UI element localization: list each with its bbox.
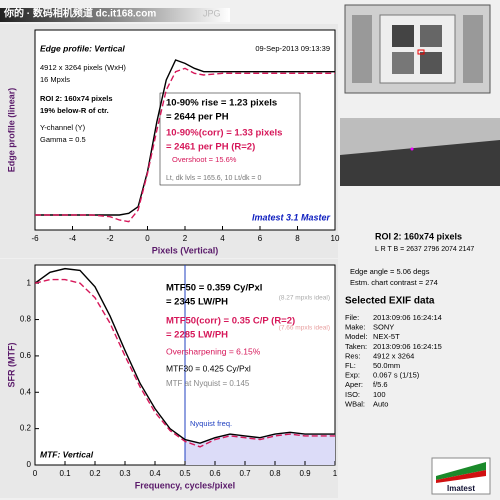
y-tick-label: 0 [27,460,32,469]
exif-value: 2013:09:06 16:24:15 [373,342,442,351]
nyquist-area [185,432,335,465]
chart-title: Edge profile: Vertical [40,43,125,53]
x-axis-label: Frequency, cycles/pixel [135,480,235,490]
file-type: JPG [203,8,221,18]
y-tick-label: 0.4 [20,387,32,396]
chart-title: MTF: Vertical [40,449,94,459]
exif-value: NEX-5T [373,332,400,341]
annotation: Overshoot = 15.6% [172,155,237,164]
exif-value: 4912 x 3264 [373,351,414,360]
x-tick-label: 0.3 [119,469,131,478]
annotation: Lt, dk lvls = 165.6, 10 Lt/dk = 0 [166,175,261,182]
exif-label: Res: [345,351,360,360]
annotation: Y-channel (Y) [40,123,86,132]
annotation: = 2644 per PH [166,112,229,123]
info-box [159,92,301,186]
exif-label: ISO: [345,390,360,399]
exif-value: f/5.6 [373,380,388,389]
x-tick-label: -2 [106,234,114,243]
x-tick-label: 0.6 [209,469,221,478]
chart-contrast: Estm. chart contrast = 274 [350,278,438,287]
annotation: (8.27 mpxls ideal) [279,295,330,302]
exif-label: Model: [345,332,368,341]
x-tick-label: 10 [331,234,340,243]
exif-value: Auto [373,399,388,408]
y-tick-label: 1 [27,278,32,287]
annotation: = 2285 LW/PH [166,330,228,341]
annotation: ROI 2: 160x74 pixels [40,94,113,103]
x-axis-label: Pixels (Vertical) [152,245,219,255]
x-tick-label: 0.7 [239,469,251,478]
annotation: (7.66 mpxls ideal) [279,325,330,332]
exif-value: 100 [373,390,386,399]
exif-label: Taken: [345,342,367,351]
annotation: 10-90% rise = 1.23 pixels [166,98,277,109]
x-tick-label: 1 [333,469,338,478]
x-tick-label: 0.5 [179,469,191,478]
x-tick-label: 0.1 [59,469,71,478]
logo-text: Imatest [447,484,475,493]
x-tick-label: 2 [183,234,188,243]
exif-value: 2013:09:06 16:24:14 [373,313,442,322]
annotation: 19% below-R of ctr. [40,106,109,115]
annotation: Oversharpening = 6.15% [166,346,261,356]
exif-value: SONY [373,323,394,332]
annotation: = 2461 per PH (R=2) [166,142,255,153]
exif-value: 50.0mm [373,361,400,370]
y-axis-label: Edge profile (linear) [6,88,16,173]
annotation: 10-90%(corr) = 1.33 pixels [166,128,282,139]
exif-title: Selected EXIF data [345,296,435,307]
roi-title: ROI 2: 160x74 pixels [375,231,462,241]
x-tick-label: 0.4 [149,469,161,478]
x-tick-label: -4 [69,234,77,243]
x-tick-label: 8 [295,234,300,243]
x-tick-label: 6 [258,234,263,243]
annotation: MTF50 = 0.359 Cy/Pxl [166,283,262,294]
x-tick-label: 0.8 [269,469,281,478]
series-line [35,67,335,223]
x-tick-label: 0 [145,234,150,243]
y-tick-label: 0.2 [20,424,32,433]
annotation: Gamma = 0.5 [40,135,86,144]
annotation: 09-Sep-2013 09:13:39 [255,44,330,53]
exif-label: WBal: [345,399,365,408]
exif-value: 0.067 s (1/15) [373,371,420,380]
exif-label: Make: [345,323,365,332]
y-tick-label: 0.6 [20,351,32,360]
annotation: 16 Mpxls [40,75,70,84]
annotation: MTF at Nyquist = 0.145 [166,379,250,388]
annotation: Nyquist freq. [190,419,232,428]
x-tick-label: 4 [220,234,225,243]
annotation: MTF50(corr) = 0.35 C/P (R=2) [166,316,295,327]
exif-label: Aper: [345,380,363,389]
roi-crop [340,118,500,186]
series-line [35,59,335,216]
chart-thumbnail [344,4,491,94]
series-line [34,267,335,444]
exif-label: FL: [345,361,356,370]
annotation: MTF30 = 0.425 Cy/Pxl [166,363,251,373]
watermark: 你的 · 数码相机频道 dc.it168.com [3,7,156,20]
y-axis-label: SFR (MTF) [6,343,16,388]
exif-label: Exp: [345,371,360,380]
series-line [34,278,335,448]
x-tick-label: 0.9 [299,469,311,478]
annotation: = 2345 LW/PH [166,297,228,308]
annotation: Imatest 3.1 Master [252,212,331,222]
exif-label: File: [345,313,359,322]
x-tick-label: 0 [33,469,38,478]
y-tick-label: 0.8 [20,315,32,324]
gradient-bar [0,8,230,22]
logo: Imatest [431,457,491,495]
roi-bounds: L R T B = 2637 2796 2074 2147 [375,246,474,253]
annotation: 4912 x 3264 pixels (WxH) [40,63,126,72]
edge-angle: Edge angle = 5.06 degs [350,267,430,276]
x-tick-label: 0.2 [89,469,101,478]
x-tick-label: -6 [31,234,39,243]
